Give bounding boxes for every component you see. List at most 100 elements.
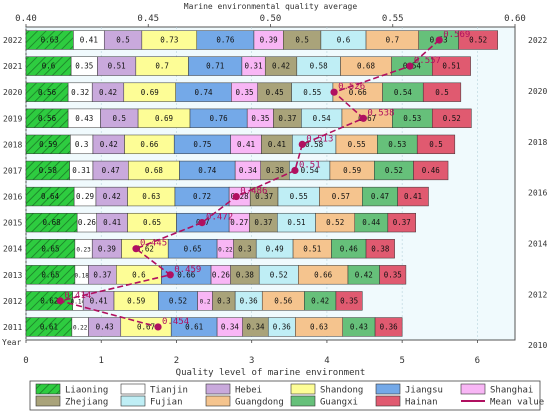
mean-value-label: 0.557 (414, 56, 441, 66)
legend-label: Liaoning (65, 386, 108, 396)
bar-value-label: 0.63 (310, 323, 328, 332)
mean-value-point (330, 88, 338, 96)
bar-value-label: 0.36 (273, 323, 292, 332)
bar-value-label: 0.58 (305, 140, 324, 149)
bar-value-label: 0.41 (103, 218, 121, 227)
legend-swatch (375, 383, 401, 395)
bar-value-label: 0.76 (210, 114, 229, 123)
legend: Liaoning Tianjin Hebei Shandong Jiangsu Shang… (29, 380, 544, 411)
bar-value-label: 0.74 (198, 166, 217, 175)
bar-value-label: 0.22 (73, 325, 88, 332)
right-tick-label: 2012 (528, 290, 547, 299)
bar-value-label: 0.36 (240, 296, 259, 305)
bar-value-label: 0.41 (80, 36, 98, 45)
bar-value-label: 0.43 (75, 114, 93, 123)
bar-value-label: 0.65 (41, 270, 59, 279)
bar-value-label: 0.18 (74, 272, 89, 279)
bar-value-label: 0.34 (239, 166, 258, 175)
bar-value-label: 0.3 (217, 296, 231, 305)
bar-value-label: 0.62 (40, 296, 58, 305)
bar-value-label: 0.53 (388, 140, 406, 149)
bar-value-label: 0.65 (143, 218, 161, 227)
bar-value-label: 0.42 (99, 88, 117, 97)
bar-value-label: 0.55 (303, 88, 321, 97)
bar-value-label: 0.6 (337, 36, 351, 45)
bar-value-label: 0.59 (343, 166, 361, 175)
bar-value-label: 0.42 (272, 62, 290, 71)
legend-label: Shandong (320, 386, 363, 396)
legend-label: Jiangsu (405, 386, 443, 396)
mean-value-point (359, 114, 368, 122)
bar-value-label: 0.39 (98, 244, 116, 253)
mean-line-group: 0.5690.5570.5260.5380.5130.510.4860.4720… (56, 30, 470, 331)
bar-value-label: 0.69 (141, 88, 159, 97)
bar-value-label: 0.35 (75, 62, 93, 71)
mean-value-label: 0.513 (306, 134, 333, 144)
right-tick-label: 2016 (528, 189, 547, 198)
x-tick-label: 4 (324, 356, 329, 366)
mean-value-label: 0.526 (338, 82, 365, 92)
mean-value-label: 0.51 (299, 160, 321, 170)
bar-value-label: 0.42 (355, 270, 373, 279)
bar-segment (397, 186, 429, 207)
bar-value-label: 0.64 (41, 192, 60, 201)
x-tick-label: 0 (23, 356, 28, 366)
legend-label: Tianjin (150, 386, 188, 396)
y-tick-label: 2015 (3, 219, 22, 228)
bar-value-label: 0.58 (310, 62, 329, 71)
mean-value-point (232, 192, 240, 201)
legend-swatch (290, 383, 316, 395)
bar-value-label: 0.63 (142, 192, 160, 201)
bar-value-label: 0.68 (145, 166, 164, 175)
bar-value-label: 0.42 (103, 192, 121, 201)
bar-value-label: 0.62 (136, 244, 154, 253)
bar-value-label: 0.37 (255, 192, 273, 201)
bar-value-label: 0.61 (185, 323, 203, 332)
legend-label: Fujian (150, 398, 183, 408)
bar-value-label: 0.41 (268, 140, 286, 149)
bar-value-label: 0.45 (266, 88, 284, 97)
bar-value-label: 0.66 (177, 270, 196, 279)
mean-value-point (154, 323, 162, 331)
bar-value-label: 0.3 (75, 140, 89, 149)
bar-value-label: 0.51 (287, 218, 305, 227)
bar-value-label: 0.37 (278, 114, 296, 123)
bar-segment (458, 30, 498, 50)
bar-value-label: 0.53 (403, 114, 421, 123)
bar-value-label: 0.51 (442, 62, 460, 71)
bar-value-label: 0.59 (39, 140, 57, 149)
bar-value-label: 0.74 (195, 88, 214, 97)
bar-value-label: 0.5 (429, 140, 443, 149)
y-tick-label: 2011 (3, 323, 22, 332)
legend-label: Zhejiang (65, 398, 108, 408)
gridlines (25, 27, 478, 340)
bar-value-label: 0.37 (393, 218, 411, 227)
legend-label: Mean value (490, 398, 544, 408)
mean-value-point (56, 297, 64, 305)
bar-value-label: 0.49 (266, 244, 284, 253)
bar-value-label: 0.57 (332, 192, 350, 201)
bar-value-label: 0.52 (385, 166, 403, 175)
right-tick-label: 2014 (528, 239, 547, 248)
mean-value-point (298, 140, 306, 148)
mean-value-point (198, 219, 206, 227)
bar-value-label: 0.56 (38, 114, 57, 123)
mean-value-point (435, 36, 443, 44)
bar-value-label: 0.37 (93, 270, 111, 279)
x-tick-label: 3 (249, 356, 254, 366)
x-tick-label: 1 (99, 356, 104, 366)
bar-value-label: 0.47 (371, 192, 389, 201)
bar-value-label: 0.35 (384, 270, 402, 279)
bar-value-label: 0.35 (236, 88, 254, 97)
legend-swatch (120, 383, 146, 395)
mean-value-label: 0.569 (443, 30, 470, 40)
y-tick-label: 2012 (3, 297, 22, 306)
mean-value-label: 0.472 (206, 213, 233, 223)
bar-value-label: 0.42 (100, 140, 118, 149)
bar-value-label: 0.37 (254, 218, 272, 227)
legend-swatch (205, 383, 231, 395)
bar-value-label: 0.28 (231, 192, 250, 201)
y-tick-label: 2013 (3, 271, 22, 280)
